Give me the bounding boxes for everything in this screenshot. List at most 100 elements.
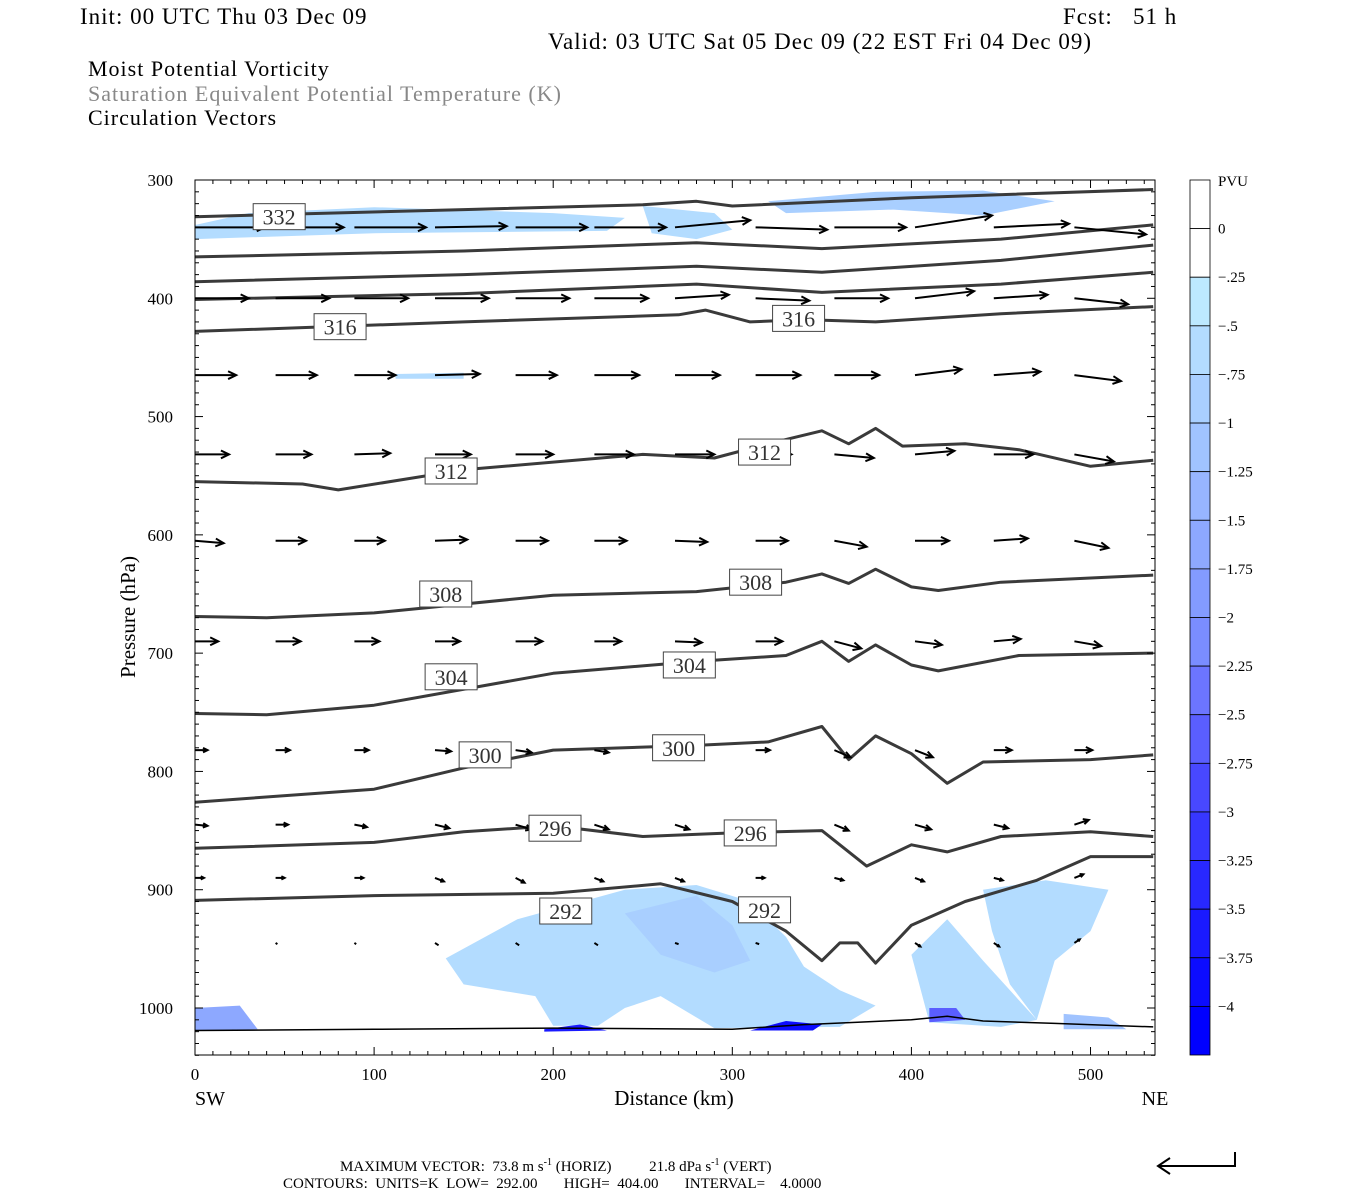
arrow-head — [1092, 639, 1104, 650]
forecast-hour: Fcst: 51 h — [1063, 4, 1178, 29]
arrow-head — [214, 537, 226, 548]
max-vector-vert: 21.8 dPa s — [649, 1159, 712, 1175]
contour-label-box — [252, 203, 306, 231]
contour-304 — [195, 639, 1154, 717]
arrow-head — [544, 449, 556, 460]
arrow-head — [302, 449, 314, 460]
arrow-head — [376, 535, 388, 546]
vector-arrow — [674, 539, 708, 543]
arrow-head — [525, 748, 534, 756]
colorbar-label: −.25 — [1218, 270, 1245, 286]
arrow-head — [602, 748, 611, 756]
contour-label: 296 — [539, 816, 572, 841]
field-vectors: Circulation Vectors — [88, 105, 278, 130]
vector-arrow — [594, 823, 610, 831]
vector-arrow — [755, 941, 760, 946]
max-vector-text: MAXIMUM VECTOR: 73.8 m s-1 (HORIZ) 21.8 … — [340, 1157, 772, 1176]
arrow-head — [680, 877, 687, 883]
vector-arrow — [1074, 297, 1129, 306]
x-tick-label: 0 — [191, 1065, 200, 1084]
vector-arrow — [993, 537, 1028, 542]
arrow-head — [399, 293, 411, 304]
vector-arrow — [914, 290, 975, 300]
colorbar-label: 0 — [1218, 222, 1226, 238]
vector-arrow — [1074, 539, 1109, 549]
pv-shading — [911, 919, 1037, 1027]
arrow-head — [443, 823, 452, 831]
contour-292 — [195, 855, 1154, 965]
vector-arrow — [914, 214, 993, 229]
arrow-head — [791, 370, 803, 380]
contour-316 — [195, 305, 1154, 333]
arrow-head — [498, 221, 509, 232]
contour-label: 296 — [734, 821, 767, 846]
arrow-head — [879, 293, 891, 304]
pv-shading — [929, 1008, 966, 1023]
vector-arrow — [594, 749, 609, 754]
colorbar-box — [1189, 811, 1211, 861]
colorbar-box — [1189, 422, 1211, 473]
arrow-head — [705, 449, 717, 460]
y-tick-label: 500 — [148, 408, 174, 427]
arrow-head — [578, 222, 590, 233]
colorbar-label: −.75 — [1218, 367, 1245, 383]
contour-label: 316 — [782, 306, 815, 331]
vector-arrow — [1074, 374, 1122, 383]
arrow-head — [202, 822, 210, 829]
colorbar-box — [1189, 471, 1211, 521]
arrow-head — [202, 747, 210, 754]
vector-arrow — [434, 749, 452, 753]
colorbar-label: −3 — [1218, 805, 1234, 821]
colorbar-box — [1189, 519, 1211, 570]
colorbar-label: −1.5 — [1218, 513, 1245, 529]
contour-328 — [195, 223, 1154, 259]
arrow-head — [359, 875, 366, 881]
vector-arrow — [914, 640, 942, 646]
arrow-head — [952, 365, 964, 376]
colorbar-label: −1.25 — [1218, 465, 1253, 481]
arrow-head — [693, 637, 705, 647]
arrow-head — [852, 641, 864, 652]
contour-label: 304 — [435, 665, 468, 690]
colorbar-label: −.5 — [1218, 319, 1238, 335]
contour-label-box — [424, 457, 478, 485]
vector-arrow — [1074, 453, 1114, 463]
arrow-head — [779, 535, 791, 546]
colorbar-label: −1 — [1218, 416, 1234, 432]
contour-308 — [195, 567, 1154, 620]
vector-arrow — [195, 539, 224, 545]
contour-label-box — [738, 896, 792, 924]
colorbar-box — [1189, 617, 1211, 667]
colorbar-box — [1189, 228, 1211, 278]
arrow-head — [1137, 228, 1149, 239]
exp-2: -1 — [711, 1157, 720, 1168]
y-axis-label: Pressure (hPa) — [116, 556, 140, 678]
arrow-head — [1119, 298, 1131, 309]
arrow-head — [539, 535, 551, 546]
arrow-head — [1004, 746, 1015, 755]
arrow-head — [996, 943, 1002, 948]
vector-arrow — [515, 749, 532, 754]
arrow-head — [444, 747, 454, 755]
arrow-head — [773, 636, 785, 647]
arrow-head — [1024, 449, 1036, 460]
contour-312 — [195, 426, 1154, 492]
plot-area — [195, 188, 1154, 1032]
arrow-head — [800, 295, 812, 306]
vector-arrow — [834, 640, 862, 650]
contour-label: 304 — [673, 653, 706, 678]
contour-label-box — [539, 897, 593, 925]
arrow-head — [897, 222, 909, 233]
arrow-head — [843, 751, 853, 759]
arrow-head — [1104, 455, 1117, 465]
vector-arrow — [993, 823, 1009, 830]
vector-arrow — [434, 372, 480, 377]
colorbar-label: −2 — [1218, 611, 1234, 627]
pv-shading — [642, 206, 733, 240]
arrow-head — [865, 452, 877, 463]
arrow-head — [440, 877, 447, 883]
vector-arrow — [1074, 640, 1102, 648]
contour-label: 332 — [263, 205, 296, 230]
arrow-head — [870, 370, 882, 380]
